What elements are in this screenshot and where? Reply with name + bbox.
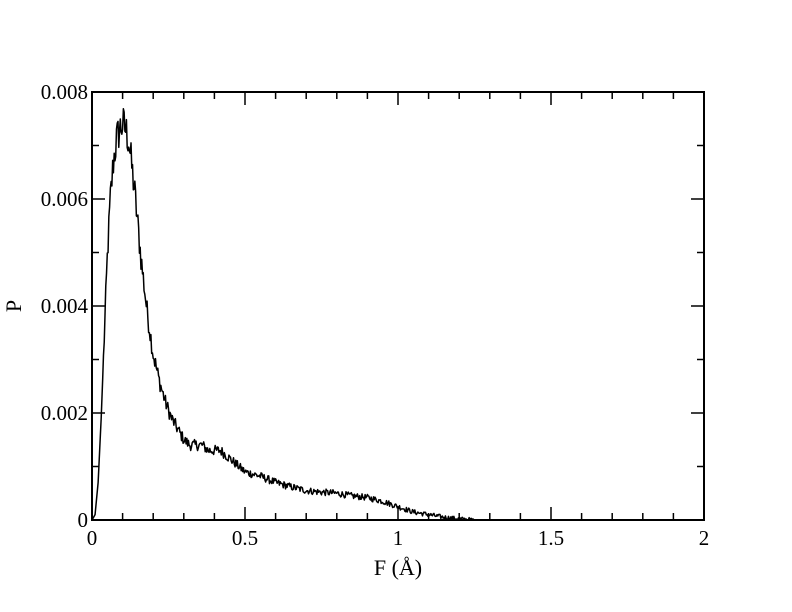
x-tick-label: 0 bbox=[87, 526, 98, 550]
y-tick-label: 0.008 bbox=[41, 80, 88, 104]
series-line bbox=[91, 108, 490, 521]
x-tick-label: 1 bbox=[393, 526, 404, 550]
x-tick-label: 1.5 bbox=[538, 526, 564, 550]
x-tick-label: 2 bbox=[699, 526, 710, 550]
y-tick-labels: 0 0.002 0.004 0.006 0.008 bbox=[41, 80, 89, 532]
y-tick-label: 0.004 bbox=[41, 294, 89, 318]
x-tick-label: 0.5 bbox=[232, 526, 258, 550]
plot-frame bbox=[91, 91, 705, 521]
y-tick-label: 0.006 bbox=[41, 187, 88, 211]
x-tick-labels: 0 0.5 1 1.5 2 bbox=[87, 526, 710, 550]
y-tick-label: 0.002 bbox=[41, 401, 88, 425]
y-tick-label: 0 bbox=[78, 508, 89, 532]
y-axis-label: P bbox=[1, 300, 26, 312]
x-axis-label: F (Å) bbox=[374, 555, 422, 580]
